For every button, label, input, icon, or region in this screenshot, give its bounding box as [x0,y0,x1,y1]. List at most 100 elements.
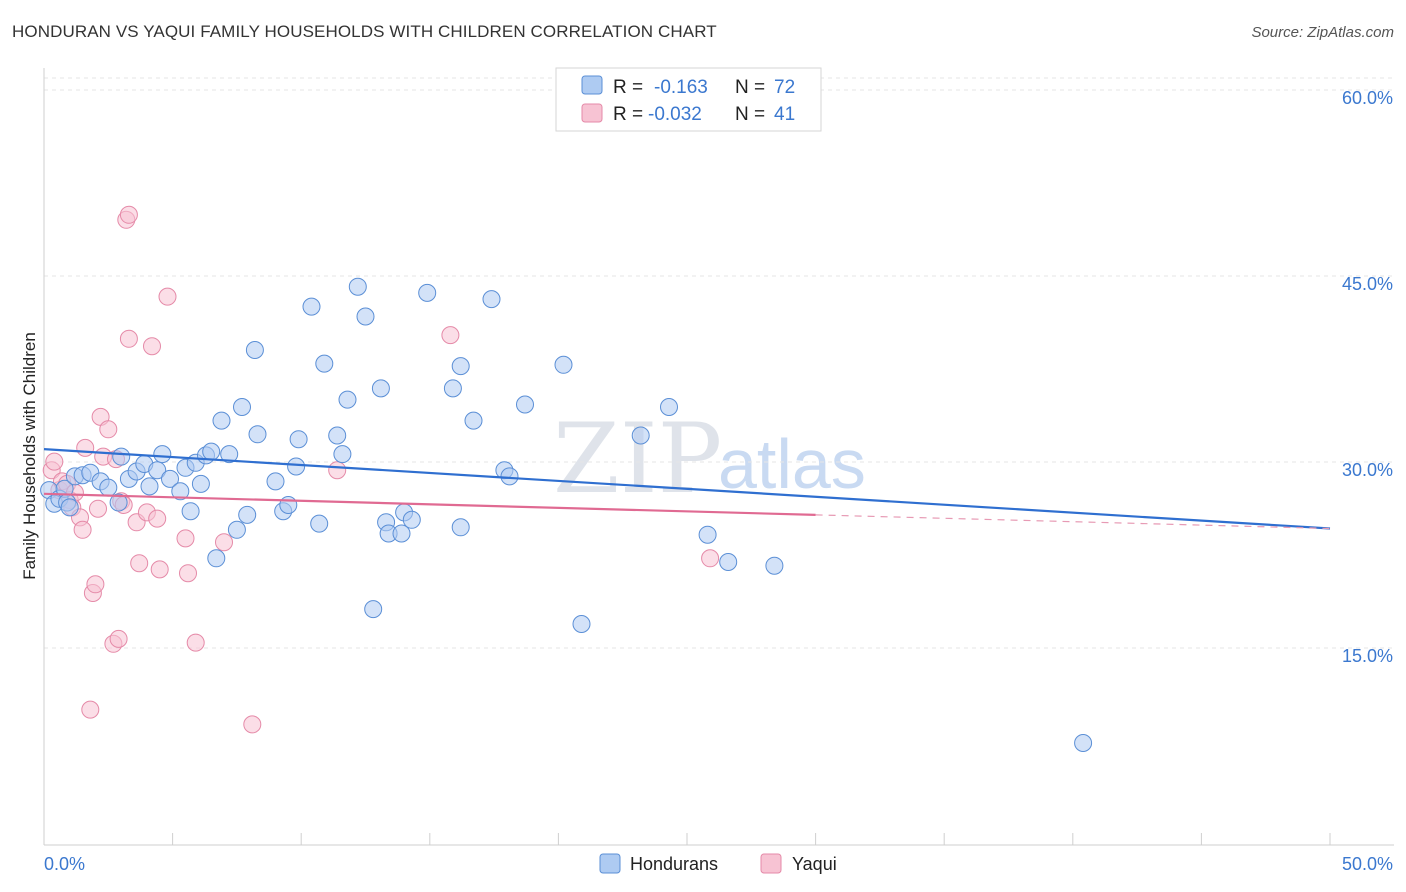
x-axis-ticks [43,833,1331,845]
hondurans-point [500,467,519,486]
hondurans-point [191,474,210,493]
hondurans-point [371,379,390,398]
hondurans-point [279,496,298,514]
hondurans-point [181,502,200,521]
stats-legend: R = -0.163 N = 72 R = -0.032 N = 41 [555,67,822,132]
hondurans-point [719,553,738,571]
hondurans-point [516,395,534,414]
hondurans-point [140,477,159,496]
yaqui-point [176,529,195,548]
hondurans-point [153,445,172,464]
yaqui-point [109,629,128,648]
hondurans-point [392,524,411,543]
hondurans-trend-line [43,448,1331,530]
hondurans-point [572,615,591,633]
hondurans-point [364,600,383,619]
yaqui-point [179,564,197,583]
legend-swatch-hondurans [581,75,603,95]
watermark-zip: ZIP [553,403,722,515]
hondurans-point [266,472,285,491]
x-tick-label-min: 0.0% [44,854,85,874]
bottom-legend-swatch-hondurans [599,853,621,874]
yaqui-point [158,287,177,306]
hondurans-point [112,447,131,466]
hondurans-point [402,510,421,529]
gridlines [44,77,1394,649]
yaqui-point [89,499,107,518]
yaqui-point [99,420,118,439]
hondurans-point [109,493,128,512]
hondurans-point [315,354,334,373]
legend-r-label-hondurans: R = [613,77,643,98]
yaqui-point [215,533,233,552]
chart-title: HONDURAN VS YAQUI FAMILY HOUSEHOLDS WITH… [12,22,717,41]
bottom-legend-swatch-yaqui [760,853,782,874]
hondurans-point [631,426,650,445]
hondurans-point [202,442,221,461]
yaqui-point [119,205,138,224]
hondurans-point [348,277,367,296]
hondurans-point [660,398,678,416]
hondurans-point [328,426,347,445]
legend-r-label-yaqui: R = [613,104,643,125]
hondurans-point [238,505,257,524]
y-tick-label-60: 60.0% [1342,88,1393,108]
yaqui-point [186,633,205,652]
hondurans-point [287,457,306,476]
source-credit: Source: ZipAtlas.com [1251,24,1394,41]
yaqui-point [81,700,100,719]
hondurans-point [233,398,251,416]
x-tick-label-max: 50.0% [1342,854,1393,874]
y-tick-labels: 15.0% 30.0% 45.0% 60.0% [1342,88,1393,666]
hondurans-point [698,525,717,544]
hondurans-series [40,277,1093,752]
hondurans-point [148,461,167,480]
yaqui-point [243,715,262,734]
yaqui-point [119,329,138,348]
legend-n-label-hondurans: N = [735,77,765,98]
hondurans-point [227,520,246,539]
yaqui-point [130,554,149,573]
bottom-legend-yaqui: Yaqui [792,854,837,874]
yaqui-point [73,520,92,539]
yaqui-point [441,326,460,345]
hondurans-point [302,297,321,316]
hondurans-point [99,478,118,497]
hondurans-point [289,430,308,449]
y-axis-label: Family Households with Children [20,332,39,580]
series-legend: Hondurans Yaqui [599,853,837,874]
legend-r-value-yaqui: -0.032 [648,104,702,125]
hondurans-point [171,482,190,501]
yaqui-point [701,549,720,568]
legend-n-value-hondurans: 72 [774,77,795,98]
hondurans-point [333,445,352,464]
yaqui-trend-extension [815,514,1331,530]
legend-n-value-yaqui: 41 [774,104,795,125]
hondurans-point [245,341,264,359]
hondurans-point [338,390,357,409]
y-tick-label-45: 45.0% [1342,274,1393,294]
y-tick-label-30: 30.0% [1342,460,1393,480]
yaqui-point [143,337,161,356]
bottom-legend-hondurans: Hondurans [630,854,718,874]
yaqui-point [150,560,169,579]
yaqui-trend-line [43,492,816,516]
hondurans-point [310,514,329,533]
legend-swatch-yaqui [581,103,603,123]
hondurans-point [207,549,226,568]
hondurans-point [212,411,231,430]
hondurans-point [1074,734,1093,752]
hondurans-point [482,290,501,309]
hondurans-point [161,469,179,488]
legend-r-value-hondurans: -0.163 [654,77,708,98]
hondurans-point [220,445,239,464]
hondurans-point [248,425,267,444]
yaqui-point [76,438,95,457]
hondurans-point [356,307,375,326]
hondurans-point [443,379,462,398]
yaqui-point [86,575,105,594]
yaqui-point [45,452,64,471]
y-tick-label-15: 15.0% [1342,646,1393,666]
legend-n-label-yaqui: N = [735,104,765,125]
